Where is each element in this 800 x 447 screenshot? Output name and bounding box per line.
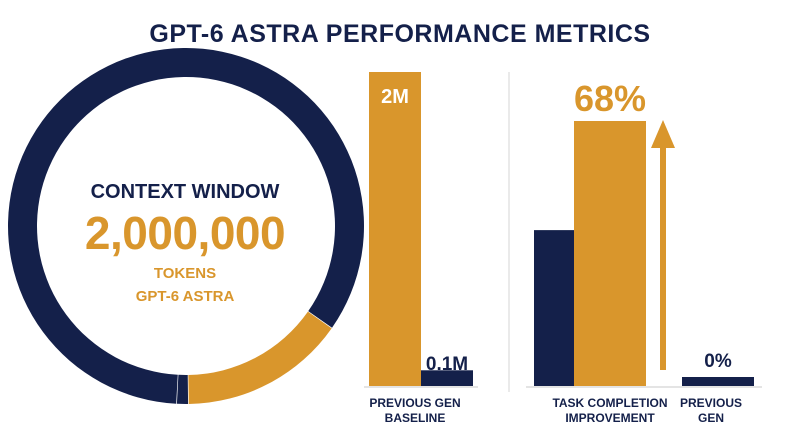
bar-group2-task-completion bbox=[574, 121, 646, 386]
bar-category-label-previous-gen: PREVIOUS GEN bbox=[676, 396, 746, 426]
context-window-unit: TOKENS bbox=[153, 265, 217, 282]
bar-charts: 2M 0.1M 68% 0% bbox=[364, 72, 762, 392]
bar-category-label-text: PREVIOUS GEN bbox=[679, 396, 742, 425]
bar-data-label-2m: 2M bbox=[381, 86, 409, 108]
bar-group2-previous-gen bbox=[682, 377, 754, 386]
bar-data-label-68pct: 68% bbox=[574, 78, 646, 119]
up-arrow-icon bbox=[651, 120, 675, 370]
context-window-label: CONTEXT WINDOW bbox=[90, 181, 280, 203]
bar-data-label-0-1m: 0.1M bbox=[426, 354, 468, 375]
donut-chart bbox=[8, 48, 365, 404]
donut-slice-gold bbox=[188, 311, 332, 404]
bar-group2-navy-reference bbox=[534, 230, 574, 386]
context-window-value: 2,000,000 bbox=[84, 207, 286, 259]
donut-slice-thin bbox=[176, 374, 189, 404]
context-window-model: GPT-6 ASTRA bbox=[135, 288, 235, 305]
bar-category-label-text: PREVIOUS GEN BASELINE bbox=[369, 396, 461, 425]
bar-group1-bar-1 bbox=[421, 370, 473, 386]
bar-category-label-task-completion: TASK COMPLETION IMPROVEMENT bbox=[540, 396, 680, 426]
bar-data-label-0pct: 0% bbox=[704, 351, 732, 372]
bar-group1-bar-0 bbox=[369, 72, 421, 386]
bar-category-label-text: TASK COMPLETION IMPROVEMENT bbox=[552, 396, 668, 425]
chart-title: GPT-6 ASTRA PERFORMANCE METRICS bbox=[149, 20, 651, 48]
bar-category-label-previous-gen-baseline: PREVIOUS GEN BASELINE bbox=[360, 396, 470, 426]
